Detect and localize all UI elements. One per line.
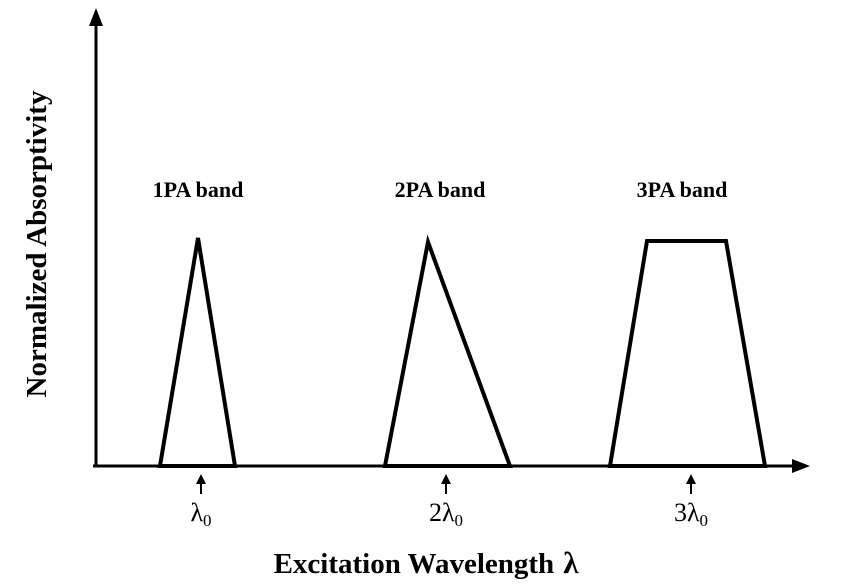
- band-3pa-label: 3PA band: [637, 177, 728, 202]
- tick-label-3-symbol: λ: [687, 498, 700, 527]
- band-1pa-label: 1PA band: [153, 177, 244, 202]
- band-1pa-shape: [157, 237, 238, 468]
- tick-label-2-subscript: 0: [455, 511, 464, 530]
- tick-label-2-symbol: λ: [442, 498, 455, 527]
- y-axis-arrowhead: [89, 8, 103, 26]
- tick-arrow-3: [686, 474, 696, 494]
- x-axis-title: Excitation Wavelength λ: [274, 545, 580, 580]
- x-axis-title-symbol: λ: [563, 545, 579, 580]
- tick-label-1-subscript: 0: [203, 511, 212, 530]
- tick-label-lambda0: λ0: [190, 498, 211, 530]
- x-axis-arrowhead: [792, 459, 810, 473]
- tick-arrow-1: [196, 474, 206, 494]
- tick-label-3-subscript: 0: [700, 511, 709, 530]
- tick-label-3-prefix: 3: [674, 498, 687, 527]
- tick-label-2lambda0: 2λ0: [429, 498, 463, 530]
- x-axis-title-text: Excitation Wavelength: [274, 548, 555, 580]
- tick-arrow-2: [441, 474, 451, 494]
- tick-label-3lambda0: 3λ0: [674, 498, 708, 530]
- band-3pa-shape: [607, 239, 768, 468]
- tick-label-1-symbol: λ: [190, 498, 203, 527]
- tick-label-2-prefix: 2: [429, 498, 442, 527]
- y-axis-title: Normalized Absorptivity: [21, 90, 53, 397]
- band-2pa-label: 2PA band: [395, 177, 486, 202]
- band-2pa-shape: [382, 234, 513, 468]
